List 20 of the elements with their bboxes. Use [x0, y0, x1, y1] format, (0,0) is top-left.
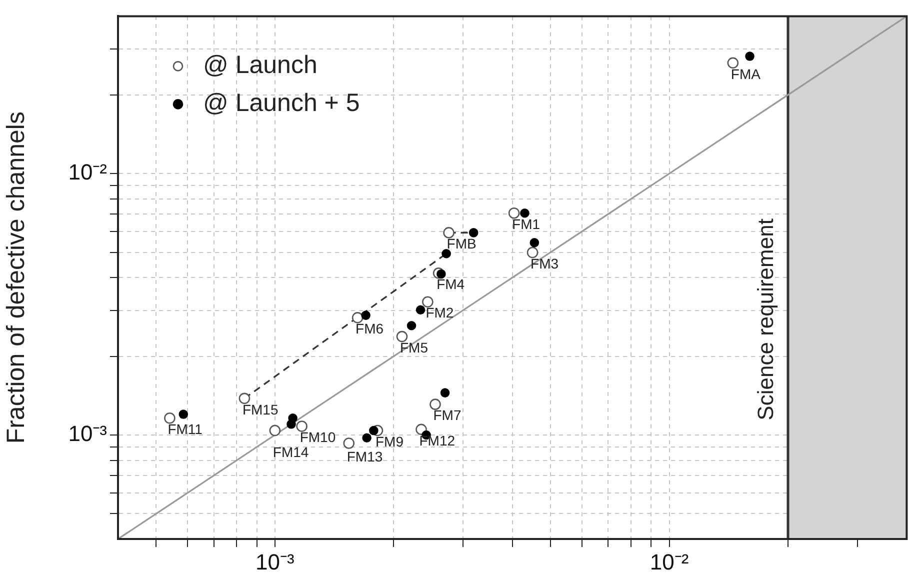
legend-label: @ Launch + 5: [203, 89, 360, 118]
annotation: FM2: [426, 304, 454, 321]
annotation: FM1: [512, 216, 540, 232]
annotation: FM14: [272, 444, 309, 460]
annotation: FM9: [375, 433, 404, 450]
legend-label: @ Launch: [203, 51, 318, 80]
annotation: FMA: [730, 66, 762, 82]
annotation: FM13: [346, 448, 383, 464]
annotation: FM12: [419, 432, 456, 448]
y-axis-title: Fraction of defective channels: [2, 112, 30, 444]
annotation: FM4: [436, 276, 465, 292]
annotation: FM7: [433, 407, 462, 424]
annotation: FM5: [400, 339, 428, 356]
annotation: FM11: [168, 420, 203, 437]
annotation: FMB: [446, 236, 476, 252]
annotation: FM3: [530, 255, 559, 272]
annotation: FM6: [356, 320, 384, 337]
ref-line-label: Science requirement: [753, 218, 778, 420]
annotation: FM10: [300, 429, 336, 446]
annotation: FM15: [242, 401, 278, 418]
